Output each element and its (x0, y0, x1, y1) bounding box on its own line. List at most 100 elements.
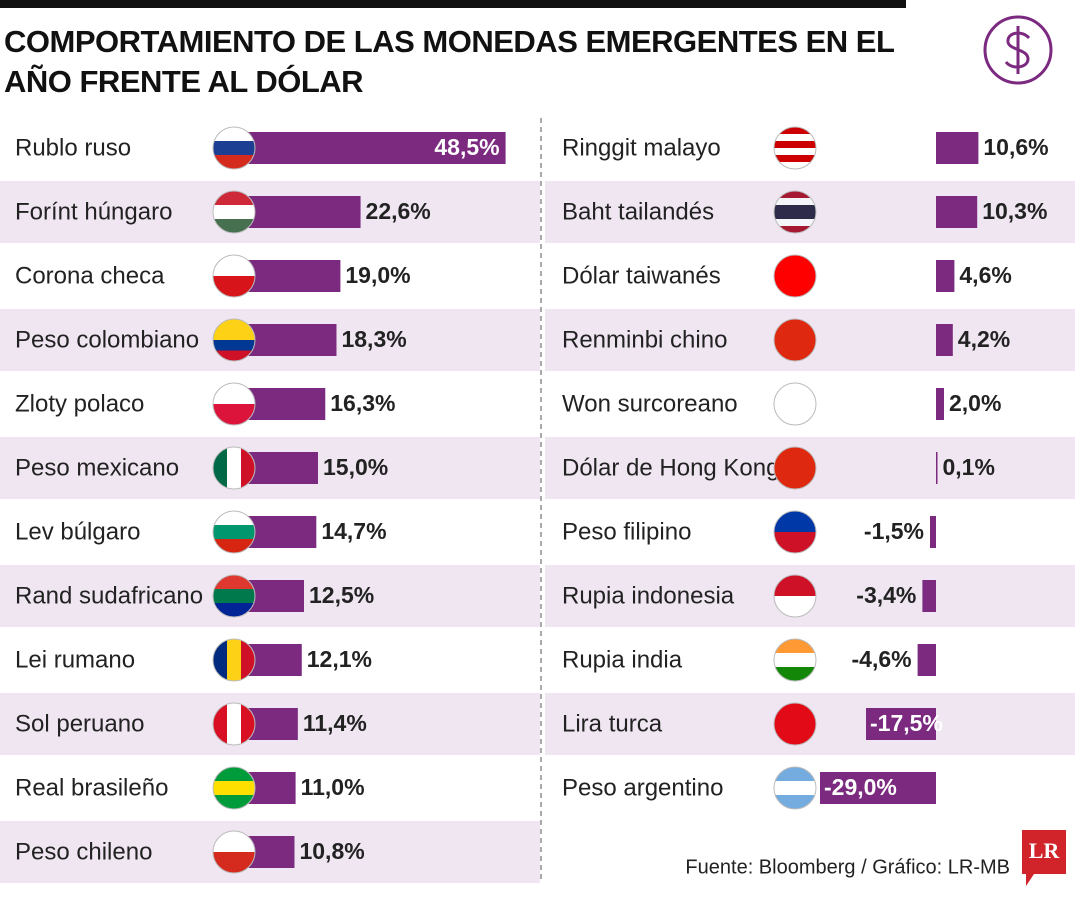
bar (917, 644, 936, 676)
source: Fuente: Bloomberg / Gráfico: LR-MB (685, 856, 1010, 878)
flag-stripe (774, 319, 816, 361)
flag-stripe (774, 703, 816, 745)
category-label: Rupia india (562, 646, 683, 673)
flag-stripe (213, 852, 255, 873)
flag-outline (773, 766, 817, 810)
flag (213, 255, 255, 297)
flag (774, 319, 816, 361)
category-label: Won surcoreano (562, 390, 738, 417)
flag-stripe (774, 141, 816, 149)
category-label: Baht tailandés (562, 198, 714, 225)
flag (213, 383, 255, 425)
flag (774, 639, 816, 681)
flag-stripe (241, 703, 255, 745)
flag-stripe (213, 511, 255, 526)
flag (774, 127, 816, 169)
category-label: Dólar taiwanés (562, 262, 721, 289)
bar (820, 772, 936, 804)
value-label: 12,5% (309, 582, 374, 608)
flag-outline (212, 382, 256, 426)
flag-stripe (213, 767, 255, 782)
flag-stripe (774, 575, 816, 597)
flag-stripe (227, 639, 242, 681)
bar (234, 132, 506, 164)
flag-outline (212, 190, 256, 234)
flag-stripe (774, 639, 816, 654)
value-label: 10,8% (299, 838, 364, 864)
flag-outline (212, 318, 256, 362)
flag (213, 767, 255, 809)
value-label: 0,1% (943, 454, 995, 480)
flag-outline (773, 638, 817, 682)
flag (774, 767, 816, 809)
flag-stripe (213, 319, 255, 330)
flag-stripe (213, 155, 255, 169)
bar (936, 260, 955, 292)
flag-stripe (774, 767, 816, 782)
bar (930, 516, 936, 548)
flag-stripe (774, 532, 816, 553)
category-label: Peso chileno (15, 838, 152, 865)
flag-stripe (774, 781, 816, 796)
value-label: 12,1% (307, 646, 372, 672)
flag-stripe (213, 255, 255, 277)
flag-stripe (213, 539, 255, 553)
flag-stripe (774, 795, 816, 809)
flag-outline (212, 510, 256, 554)
flag-outline (773, 254, 817, 298)
flag-stripe (213, 219, 255, 233)
flag-stripe (213, 795, 255, 809)
flag (213, 831, 255, 873)
flag-outline (212, 574, 256, 618)
value-label: 11,4% (303, 710, 367, 736)
flag (774, 383, 816, 425)
value-label: -29,0% (824, 774, 897, 800)
flag-stripe (213, 639, 228, 681)
value-label: -3,4% (856, 582, 916, 608)
flag-stripe (774, 212, 816, 220)
flag (774, 255, 816, 297)
value-label: 11,0% (301, 774, 365, 800)
flag-stripe (774, 127, 816, 135)
logo-text: LR (1029, 838, 1061, 863)
flag-stripe (774, 155, 816, 163)
flag-outline (773, 126, 817, 170)
flag-outline (773, 702, 817, 746)
bar (936, 452, 938, 484)
flag-stripe (213, 191, 255, 206)
flag-stripe (774, 255, 816, 297)
flag-stripe (213, 404, 255, 425)
flag-outline (212, 254, 256, 298)
flag-outline (773, 190, 817, 234)
bar (936, 324, 953, 356)
value-label: 10,3% (982, 198, 1047, 224)
category-label: Forínt húngaro (15, 198, 172, 225)
flag-stripe (241, 639, 255, 681)
flag-stripe (213, 276, 255, 297)
flag-stripe (227, 447, 242, 489)
category-label: Corona checa (15, 262, 165, 289)
flag-outline (773, 382, 817, 426)
category-label: Zloty polaco (15, 390, 144, 417)
flag-stripe (213, 141, 255, 156)
flag-stripe (213, 447, 228, 489)
flag-outline (773, 574, 817, 618)
category-label: Lev búlgaro (15, 518, 140, 545)
flag (213, 511, 255, 553)
flag-outline (212, 830, 256, 874)
category-label: Peso argentino (562, 774, 723, 801)
flag-stripe (213, 781, 255, 796)
flag-stripe (774, 447, 816, 489)
flag-stripe (213, 350, 255, 361)
category-label: Peso colombiano (15, 326, 199, 353)
logo: LR (1022, 830, 1066, 886)
value-label: -1,5% (864, 518, 924, 544)
flag-stripe (774, 511, 816, 533)
value-label: 10,6% (983, 134, 1048, 160)
flag (213, 639, 255, 681)
flag-stripe (774, 162, 816, 169)
flag-outline (773, 510, 817, 554)
value-label: 18,3% (341, 326, 406, 352)
flag (213, 703, 255, 745)
flag-stripe (774, 191, 816, 199)
